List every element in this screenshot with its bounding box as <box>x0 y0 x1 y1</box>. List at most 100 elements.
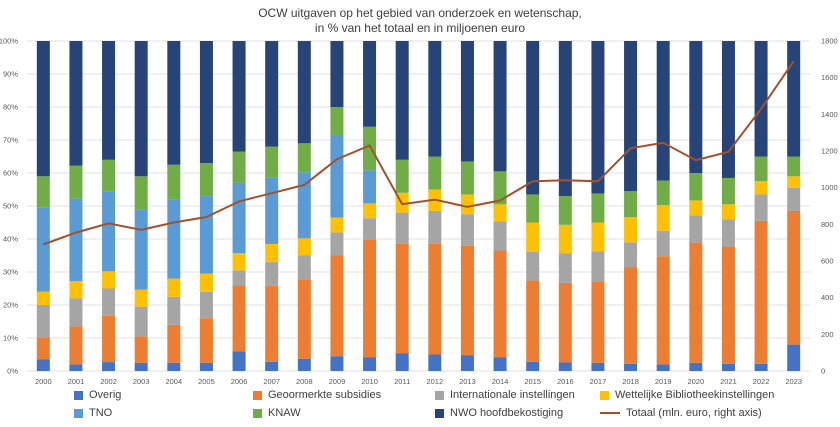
x-tick-label: 2013 <box>459 377 476 386</box>
bar-tno-2010 <box>363 170 377 204</box>
bar-overig-2009 <box>330 356 344 371</box>
bar-wettelijke-bibliotheekinstellingen-2021 <box>721 204 735 220</box>
x-tick-label: 2011 <box>394 377 410 386</box>
y-tick-label: 0% <box>7 367 18 376</box>
bar-nwo-hoofdbekostiging-2005 <box>199 41 213 164</box>
y2-tick-label: 1400 <box>821 110 838 119</box>
bar-internationale-instellingen-2018 <box>624 242 638 268</box>
bar-geoormerkte-subsidies-2004 <box>167 324 181 363</box>
bar-internationale-instellingen-2001 <box>69 298 83 327</box>
bar-geoormerkte-subsidies-2014 <box>493 250 507 358</box>
bar-wettelijke-bibliotheekinstellingen-2008 <box>297 238 311 256</box>
bar-overig-2017 <box>591 362 605 371</box>
bar-nwo-hoofdbekostiging-2020 <box>689 41 703 173</box>
y-tick-label: 50% <box>3 202 18 211</box>
x-tick-label: 2023 <box>785 377 802 386</box>
bar-internationale-instellingen-2003 <box>134 306 148 337</box>
bar-geoormerkte-subsidies-2011 <box>395 243 409 354</box>
bar-internationale-instellingen-2008 <box>297 255 311 280</box>
x-tick-label: 2016 <box>557 377 574 386</box>
bar-nwo-hoofdbekostiging-2019 <box>656 41 670 181</box>
bar-nwo-hoofdbekostiging-2011 <box>395 41 409 160</box>
legend-swatch <box>600 390 609 400</box>
bar-knaw-2021 <box>721 177 735 205</box>
bar-internationale-instellingen-2002 <box>102 288 116 316</box>
bar-geoormerkte-subsidies-2021 <box>721 246 735 364</box>
bar-knaw-2015 <box>526 194 540 223</box>
bar-geoormerkte-subsidies-2005 <box>199 318 213 363</box>
bar-internationale-instellingen-2010 <box>363 218 377 240</box>
y-tick-label: 10% <box>3 334 18 343</box>
bar-geoormerkte-subsidies-2018 <box>624 267 638 364</box>
bar-wettelijke-bibliotheekinstellingen-2019 <box>656 205 670 231</box>
legend-label: Wettelijke Bibliotheekinstellingen <box>615 389 775 401</box>
bar-nwo-hoofdbekostiging-2012 <box>428 41 442 157</box>
x-tick-label: 2009 <box>329 377 346 386</box>
bar-wettelijke-bibliotheekinstellingen-2002 <box>102 271 116 289</box>
bar-knaw-2014 <box>493 171 507 205</box>
bar-nwo-hoofdbekostiging-2009 <box>330 41 344 107</box>
legend-item: Wettelijke Bibliotheekinstellingen <box>600 389 774 401</box>
legend-label: Totaal (mln. euro, right axis) <box>626 407 762 419</box>
bar-geoormerkte-subsidies-2007 <box>265 285 279 362</box>
bar-nwo-hoofdbekostiging-2023 <box>787 41 801 157</box>
bar-nwo-hoofdbekostiging-2014 <box>493 41 507 172</box>
bar-nwo-hoofdbekostiging-2004 <box>167 41 181 165</box>
bar-knaw-2020 <box>689 173 703 201</box>
bar-knaw-2001 <box>69 165 83 199</box>
bar-geoormerkte-subsidies-2006 <box>232 285 246 352</box>
x-tick-label: 2022 <box>753 377 770 386</box>
x-tick-label: 2000 <box>35 377 52 386</box>
bar-tno-2006 <box>232 182 246 254</box>
y-tick-label: 30% <box>3 268 18 277</box>
y-tick-label: 70% <box>3 136 18 145</box>
bar-nwo-hoofdbekostiging-2002 <box>102 41 116 160</box>
bar-internationale-instellingen-2007 <box>265 262 279 286</box>
line-total <box>42 60 795 246</box>
bar-tno-2002 <box>102 191 116 272</box>
bar-knaw-2012 <box>428 156 442 190</box>
legend-item: Internationale instellingen <box>435 389 575 401</box>
x-tick-label: 2021 <box>720 377 737 386</box>
x-tick-label: 2006 <box>231 377 248 386</box>
y-tick-label: 90% <box>3 70 18 79</box>
bar-overig-2005 <box>199 362 213 371</box>
y-tick-label: 80% <box>3 103 18 112</box>
bar-wettelijke-bibliotheekinstellingen-2007 <box>265 243 279 263</box>
y2-tick-label: 1600 <box>821 73 838 82</box>
legend-item: Overig <box>74 389 121 401</box>
bar-tno-2003 <box>134 209 148 290</box>
bar-internationale-instellingen-2022 <box>754 194 768 221</box>
bar-wettelijke-bibliotheekinstellingen-2000 <box>36 291 50 305</box>
bar-internationale-instellingen-2005 <box>199 291 213 319</box>
y2-tick-label: 1200 <box>821 147 838 156</box>
bar-wettelijke-bibliotheekinstellingen-2004 <box>167 278 181 297</box>
bar-knaw-2009 <box>330 107 344 136</box>
y-tick-label: 60% <box>3 169 18 178</box>
bar-nwo-hoofdbekostiging-2001 <box>69 41 83 166</box>
legend-swatch <box>74 390 83 400</box>
bar-overig-2019 <box>656 364 670 371</box>
bar-overig-2008 <box>297 358 311 371</box>
bar-nwo-hoofdbekostiging-2022 <box>754 41 768 157</box>
y-tick-label: 20% <box>3 301 18 310</box>
legend-swatch <box>435 408 444 418</box>
bar-geoormerkte-subsidies-2019 <box>656 256 670 365</box>
bar-wettelijke-bibliotheekinstellingen-2018 <box>624 217 638 243</box>
bar-wettelijke-bibliotheekinstellingen-2009 <box>330 217 344 233</box>
bar-knaw-2004 <box>167 164 181 200</box>
legend-item: TNO <box>74 407 112 419</box>
legend-label: TNO <box>89 407 113 419</box>
bar-nwo-hoofdbekostiging-2006 <box>232 41 246 152</box>
bar-geoormerkte-subsidies-2002 <box>102 315 116 363</box>
x-tick-label: 2003 <box>133 377 150 386</box>
legend-label: Overig <box>89 389 122 401</box>
bar-overig-2014 <box>493 357 507 371</box>
bar-overig-2015 <box>526 361 540 371</box>
bar-knaw-2010 <box>363 126 377 171</box>
bar-wettelijke-bibliotheekinstellingen-2001 <box>69 281 83 299</box>
bar-overig-2018 <box>624 363 638 371</box>
x-tick-label: 2001 <box>68 377 85 386</box>
bar-overig-2021 <box>721 363 735 371</box>
